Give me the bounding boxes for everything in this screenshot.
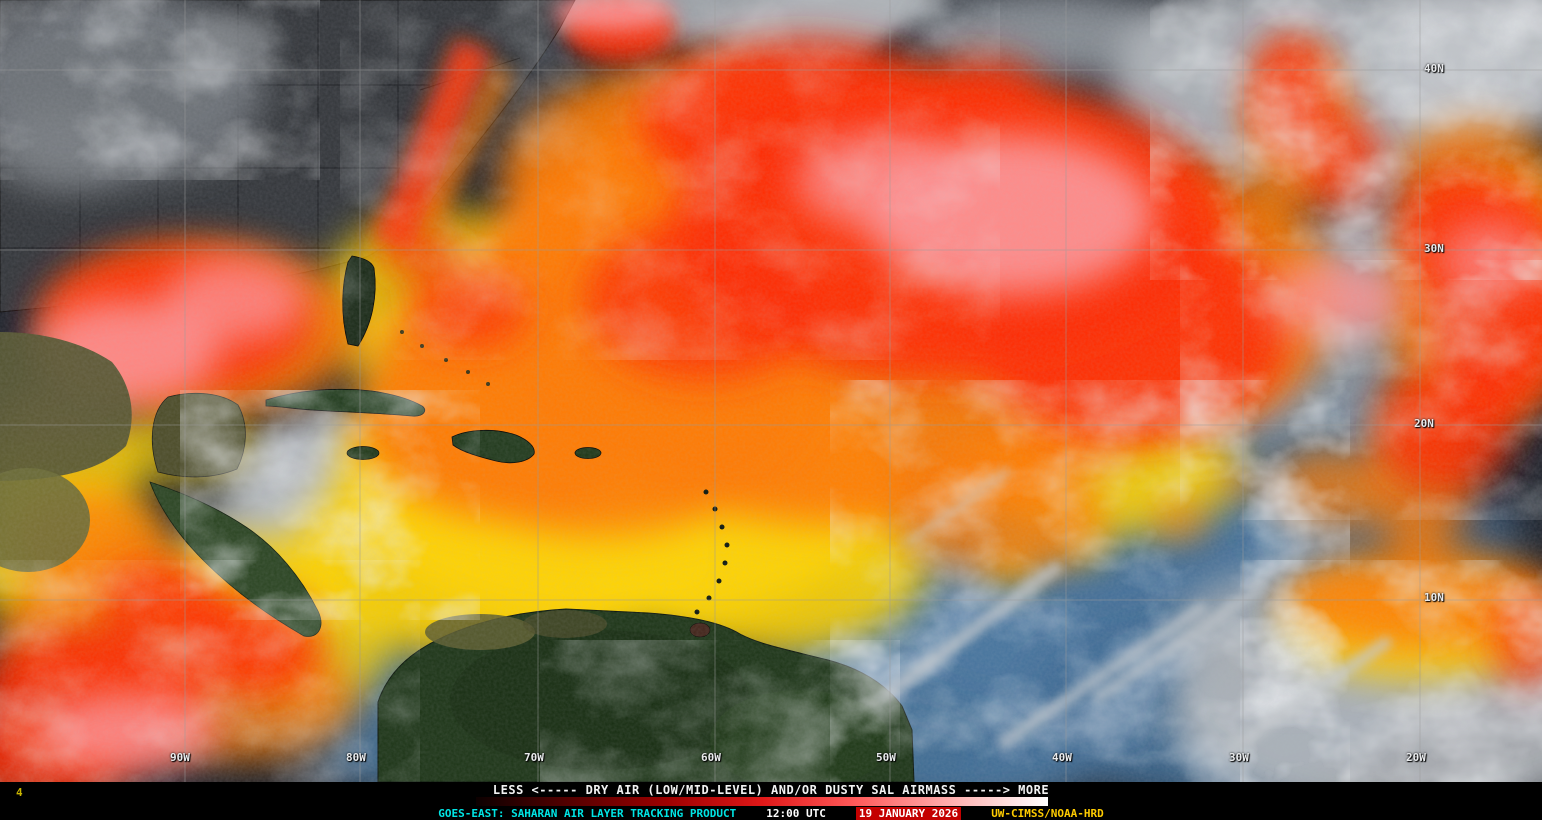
lat-label-40n: 40N	[1424, 62, 1444, 75]
lat-label-30n: 30N	[1424, 242, 1444, 255]
lat-label-20n: 20N	[1414, 417, 1434, 430]
graticule-grid	[0, 0, 1542, 782]
timestamp-utc: 12:00 UTC	[766, 807, 826, 820]
footer-caption-bar: GOES-EAST: SAHARAN AIR LAYER TRACKING PR…	[0, 807, 1542, 820]
lon-label-50w: 50W	[876, 751, 896, 764]
lon-label-90w: 90W	[170, 751, 190, 764]
legend-bar: 4 LESS <----- DRY AIR (LOW/MID-LEVEL) AN…	[0, 782, 1542, 807]
lon-label-40w: 40W	[1052, 751, 1072, 764]
corner-mark: 4	[16, 786, 23, 799]
lon-label-30w: 30W	[1229, 751, 1249, 764]
date-badge: 19 JANUARY 2026	[855, 807, 962, 820]
satellite-imagery	[0, 0, 1542, 782]
lon-label-70w: 70W	[524, 751, 544, 764]
credit-label: UW-CIMSS/NOAA-HRD	[991, 807, 1104, 820]
legend-label: LESS <----- DRY AIR (LOW/MID-LEVEL) AND/…	[492, 783, 1050, 797]
lat-label-10n: 10N	[1424, 591, 1444, 604]
lon-label-20w: 20W	[1406, 751, 1426, 764]
satellite-map: 40N 30N 20N 10N 90W 80W 70W 60W 50W 40W …	[0, 0, 1542, 782]
dryness-colorbar	[476, 797, 1048, 806]
lon-label-80w: 80W	[346, 751, 366, 764]
lon-label-60w: 60W	[701, 751, 721, 764]
product-title: GOES-EAST: SAHARAN AIR LAYER TRACKING PR…	[438, 807, 737, 820]
